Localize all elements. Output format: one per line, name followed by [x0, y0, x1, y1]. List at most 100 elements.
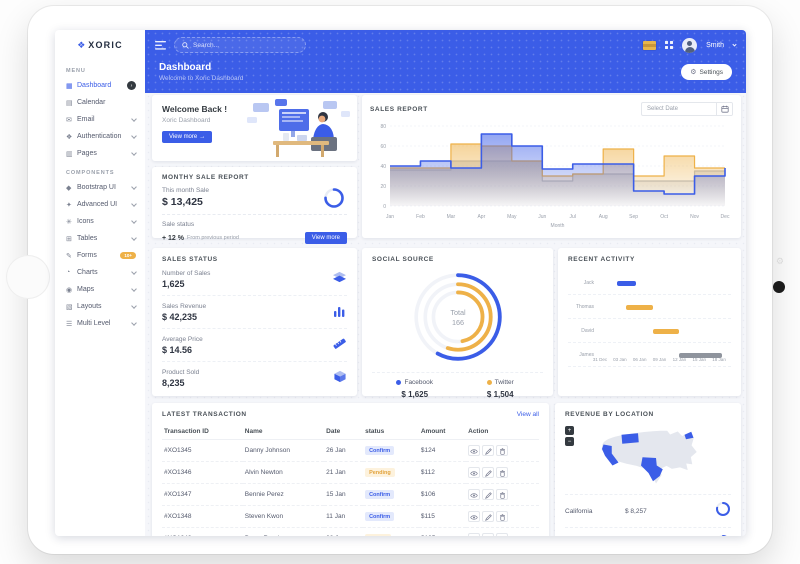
sidebar-item-tables[interactable]: ⊞ Tables	[55, 230, 145, 247]
edit-action-button[interactable]	[482, 445, 495, 456]
monthly-view-more-button[interactable]: View more	[304, 232, 347, 244]
menu-toggle-icon[interactable]	[155, 40, 166, 50]
delete-action-button[interactable]	[496, 511, 509, 522]
edit-icon	[484, 465, 492, 480]
sidebar-item-forms[interactable]: ✎ Forms 10+	[55, 247, 145, 264]
location-name: California	[565, 508, 593, 515]
map-zoom-in-button[interactable]: +	[565, 426, 574, 435]
select-date-input[interactable]: Select Date	[641, 102, 733, 116]
activity-bar[interactable]	[679, 353, 723, 358]
activity-bar[interactable]	[626, 305, 653, 310]
settings-button-label: Settings	[699, 68, 724, 76]
language-flag-icon[interactable]	[643, 40, 657, 50]
app-logo[interactable]: ❖ XORIC	[55, 30, 145, 60]
sales-status-heading: SALES STATUS	[162, 256, 218, 263]
location-row: California $ 8,257	[565, 494, 731, 527]
view-action-button[interactable]	[468, 511, 481, 522]
state-texas[interactable]	[641, 457, 663, 482]
sidebar-item-calendar[interactable]: ▤ Calendar	[55, 94, 145, 111]
welcome-view-more-button[interactable]: View more →	[162, 131, 213, 143]
sidebar-item-pages[interactable]: ▥ Pages	[55, 145, 145, 162]
edit-action-button[interactable]	[482, 465, 495, 480]
sidebar-item-icons[interactable]: ✳ Icons	[55, 213, 145, 230]
activity-person-label: James	[579, 352, 594, 358]
legend-value: $ 1,625	[401, 390, 429, 399]
state-california[interactable]	[602, 444, 619, 466]
calendar-button[interactable]	[716, 103, 732, 115]
sale-status-label: Sale status	[162, 221, 195, 228]
state-montana[interactable]	[621, 433, 639, 444]
transaction-id-link[interactable]: #XO1347	[162, 483, 243, 506]
activity-bar[interactable]	[652, 329, 680, 334]
sidebar-item-maps[interactable]: ◉ Maps	[55, 281, 145, 298]
view-action-button[interactable]	[468, 489, 481, 500]
user-avatar[interactable]	[682, 37, 698, 53]
welcome-card: Welcome Back ! Xoric Dashboard View more…	[152, 95, 357, 161]
sidebar-item-label: Charts	[77, 269, 98, 276]
column-header: Name	[242, 424, 325, 440]
transaction-id-link[interactable]: #XO1348	[162, 505, 243, 528]
transaction-id-link[interactable]: #XO1346	[162, 461, 243, 484]
activity-person-label: David	[581, 328, 594, 334]
sale-delta-note: From previous period	[187, 235, 239, 241]
content-area: Welcome Back ! Xoric Dashboard View more…	[145, 93, 746, 536]
sidebar-item-label: Tables	[77, 235, 98, 242]
sidebar-item-authentication[interactable]: ❖ Authentication	[55, 128, 145, 145]
user-menu-caret-icon[interactable]	[732, 41, 737, 47]
edit-action-button[interactable]	[482, 511, 495, 522]
social-source-heading: SOCIAL SOURCE	[372, 256, 434, 263]
sidebar-item-layouts[interactable]: ▧ Layouts	[55, 298, 145, 315]
status-value: $ 14.56	[162, 345, 193, 355]
dashboard-badge: ›	[127, 81, 136, 90]
transactions-table-header: Transaction ID Name Date status Amount Action	[162, 424, 539, 440]
arrow-right-icon: →	[199, 134, 206, 140]
transaction-id-link[interactable]: #XO1345	[162, 439, 243, 462]
state-new-york[interactable]	[684, 431, 694, 440]
sidebar-item-advanced-ui[interactable]: ✦ Advanced UI	[55, 196, 145, 213]
chevron-down-icon	[131, 285, 137, 292]
activity-bar[interactable]	[616, 281, 637, 286]
svg-text:Apr: Apr	[477, 214, 485, 220]
calendar-icon	[720, 105, 729, 113]
settings-button[interactable]: ⚙ Settings	[681, 64, 732, 80]
sidebar-menu-list: ▦ Dashboard › ▤ Calendar ✉ Email ❖ Authenticatio…	[55, 77, 145, 162]
view-all-link[interactable]: View all	[516, 411, 539, 418]
sidebar-item-dashboard[interactable]: ▦ Dashboard ›	[55, 77, 145, 94]
sidebar-item-label: Email	[77, 116, 95, 123]
view-action-button[interactable]	[468, 533, 481, 536]
delete-action-button[interactable]	[496, 467, 509, 478]
apps-grid-icon[interactable]	[665, 41, 674, 49]
search-input[interactable]: Search...	[174, 37, 306, 53]
delete-action-button[interactable]	[496, 533, 509, 536]
legend-name: Twitter	[494, 379, 514, 386]
layout-icon: ▧	[66, 303, 73, 311]
column-header: Action	[466, 424, 539, 440]
sidebar-item-charts[interactable]: ◔ Charts	[55, 264, 145, 281]
user-name[interactable]: Smith	[706, 41, 724, 49]
gear-icon: ⚙	[690, 69, 697, 76]
sidebar-item-label: Dashboard	[77, 82, 112, 89]
map-zoom-out-button[interactable]: −	[565, 437, 574, 446]
activity-row: James	[568, 343, 731, 367]
sidebar-item-label: Pages	[77, 150, 97, 157]
transaction-id-link[interactable]: #XO1349	[162, 527, 243, 536]
welcome-illustration	[247, 99, 350, 157]
edit-action-button[interactable]	[482, 489, 495, 500]
sidebar-item-bootstrap-ui[interactable]: ◆ Bootstrap UI	[55, 179, 145, 196]
sidebar-item-email[interactable]: ✉ Email	[55, 111, 145, 128]
shield-icon: ❖	[66, 133, 73, 141]
edit-action-button[interactable]	[482, 531, 495, 536]
sidebar-item-multi-level[interactable]: ☰ Multi Level	[55, 315, 145, 332]
edit-icon	[485, 531, 492, 536]
sales-report-heading: SALES REPORT	[370, 105, 428, 113]
usa-map[interactable]	[587, 422, 725, 494]
sales-status-row: Number of Sales 1,625	[162, 263, 347, 296]
status-badge: Cancel	[365, 534, 392, 536]
delete-action-button[interactable]	[496, 445, 509, 456]
pages-icon: ▥	[66, 150, 73, 158]
view-action-button[interactable]	[468, 445, 481, 456]
delete-action-button[interactable]	[496, 489, 509, 500]
view-action-button[interactable]	[468, 467, 481, 478]
activity-axis-tick: 03 Jan	[613, 357, 627, 362]
dashboard-app: ❖ XORIC MENU ▦ Dashboard › ▤ Calendar ✉ Email ❖…	[55, 30, 746, 536]
